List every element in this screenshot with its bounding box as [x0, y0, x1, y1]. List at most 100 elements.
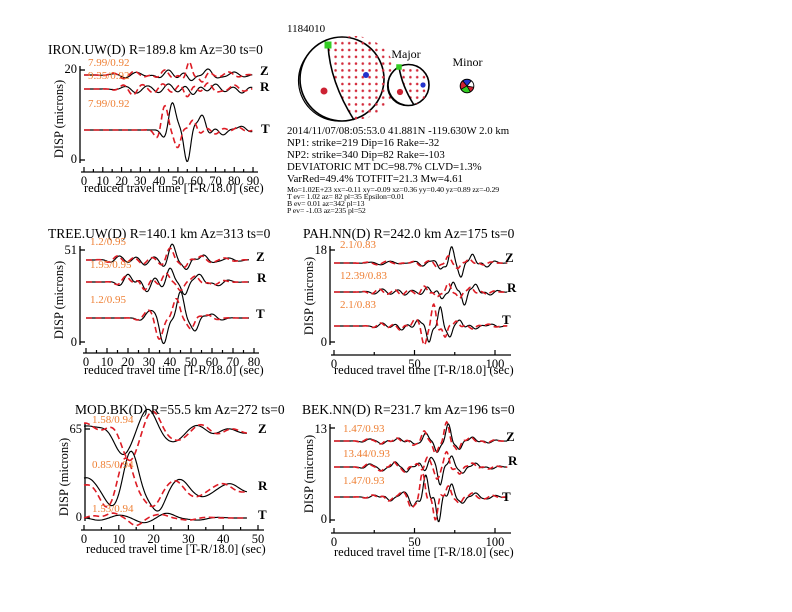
y-tick-min: 0: [70, 335, 77, 349]
x-tick-label-MOD.BK: 30: [182, 532, 195, 546]
t-axis-line: T ev= 1.02 az= 82 pl=35 Epsilon=0.01: [287, 192, 405, 201]
fit-label-z: 2.1/0.83: [340, 239, 377, 251]
minor-beachball-label: Minor: [452, 55, 483, 69]
y-tick-max: 18: [314, 243, 328, 257]
component-letter-r: R: [257, 270, 267, 285]
component-letter-z: Z: [258, 421, 267, 436]
y-tick-max: 13: [314, 422, 328, 436]
waveform-synthetic-IRON.UW-T: [84, 104, 253, 149]
waveform-synthetic-PAH.NN-Z: [334, 255, 508, 270]
x-tick-label-PAH.NN: 100: [486, 357, 505, 371]
waveform-synthetic-TREE.UW-Z: [86, 247, 250, 269]
component-letter-z: Z: [505, 250, 514, 265]
waveform-observed-IRON.UW-T: [84, 102, 253, 163]
x-tick-label-TREE.UW: 70: [227, 355, 240, 369]
x-axis-label: reduced travel time [T-R/18.0] (sec): [86, 542, 266, 556]
fit-label-z: 1.58/0.94: [92, 414, 134, 426]
x-tick-label-IRON.UW: 50: [172, 174, 185, 188]
component-letter-t: T: [502, 489, 511, 504]
x-tick-label-TREE.UW: 20: [122, 355, 135, 369]
waveform-synthetic-MOD.BK-R: [83, 457, 248, 508]
component-letter-t: T: [256, 306, 265, 321]
x-tick-label-MOD.BK: 0: [81, 532, 87, 546]
y-tick-max: 51: [64, 243, 78, 257]
main-beachball-green-square-marker: [324, 41, 332, 49]
np1-line: NP1: strike=219 Dip=16 Rake=-32: [287, 137, 440, 149]
major-beachball-blue-dot-marker: [420, 82, 426, 88]
np2-line: NP2: strike=340 Dip=82 Rake=-103: [287, 149, 445, 161]
x-axis-label: reduced travel time [T-R/18.0] (sec): [334, 545, 514, 559]
waveform-synthetic-IRON.UW-R: [84, 82, 253, 98]
waveform-observed-MOD.BK-R: [83, 450, 248, 512]
deviatoric-line: DEVIATORIC MT DC=98.7% CLVD=1.3%: [287, 161, 482, 173]
y-tick-min: 0: [70, 152, 77, 166]
fit-label-r: 12.39/0.83: [340, 270, 388, 282]
fit-label-t: 1.47/0.93: [343, 475, 385, 487]
y-axis-label: DISP (microns): [51, 260, 66, 340]
plot-title: MOD.BK(D) R=55.5 km Az=272 ts=0: [75, 402, 285, 417]
component-letter-z: Z: [260, 63, 269, 78]
x-tick-label-IRON.UW: 80: [228, 174, 241, 188]
x-tick-label-IRON.UW: 20: [115, 174, 128, 188]
x-tick-label-BEK.NN: 0: [331, 535, 337, 549]
fit-label-r: 0.85/0.94: [92, 459, 134, 471]
waveform-observed-TREE.UW-Z: [86, 243, 249, 270]
x-tick-label-TREE.UW: 30: [143, 355, 156, 369]
fit-label-r: 13.44/0.93: [343, 448, 391, 460]
fit-label-r: 9.35/0.92: [88, 70, 130, 82]
waveform-synthetic-TREE.UW-R: [86, 272, 249, 292]
major-beachball-label: Major: [391, 47, 421, 61]
varred-line: VarRed=49.4% TOTFIT=21.3 Mw=4.61: [287, 173, 463, 185]
waveform-synthetic-PAH.NN-T: [334, 302, 508, 347]
major-beachball-compressional-quadrant: [399, 64, 429, 105]
component-letter-r: R: [507, 280, 517, 295]
fit-label-t: 2.1/0.83: [340, 299, 377, 311]
major-beachball-green-square-marker: [396, 64, 402, 70]
plot-title: PAH.NN(D) R=242.0 km Az=175 ts=0: [303, 226, 515, 241]
fit-label-r: 1.95/0.95: [90, 259, 132, 271]
x-axis-label: reduced travel time [T-R/18.0] (sec): [334, 363, 514, 377]
y-axis-label: DISP (microns): [51, 79, 66, 159]
major-beachball-red-dot-marker: [396, 88, 404, 96]
component-letter-t: T: [502, 312, 511, 327]
x-tick-label-MOD.BK: 20: [147, 532, 160, 546]
y-axis-label: DISP (microns): [56, 437, 71, 517]
moment-tensor-line: Mo=1.02E+23 xx=-0.11 xy=-0.09 xz=0.36 yy…: [287, 185, 500, 194]
x-tick-label-MOD.BK: 50: [252, 532, 265, 546]
component-letter-r: R: [508, 453, 518, 468]
x-tick-label-TREE.UW: 60: [206, 355, 219, 369]
x-tick-label-IRON.UW: 10: [97, 174, 110, 188]
waveform-synthetic-IRON.UW-Z: [84, 60, 253, 83]
waveform-synthetic-MOD.BK-Z: [83, 410, 248, 462]
y-tick-min: 0: [75, 510, 82, 524]
waveform-synthetic-BEK.NN-R: [334, 450, 508, 480]
plot-title: BEK.NN(D) R=231.7 km Az=196 ts=0: [302, 402, 515, 417]
x-tick-label-BEK.NN: 50: [408, 535, 421, 549]
x-tick-label-IRON.UW: 90: [247, 174, 260, 188]
fit-label-t: 1.53/0.94: [92, 503, 134, 515]
x-tick-label-TREE.UW: 50: [185, 355, 198, 369]
y-tick-max: 65: [69, 422, 83, 436]
component-letter-r: R: [260, 79, 270, 94]
x-axis-label: reduced travel time [T-R/18.0] (sec): [84, 363, 264, 377]
x-tick-label-PAH.NN: 0: [331, 357, 337, 371]
fit-label-t: 7.99/0.92: [88, 98, 130, 110]
waveform-observed-TREE.UW-T: [86, 291, 249, 345]
main-beachball-compressional-quadrant: [328, 36, 396, 120]
waveform-observed-PAH.NN-T: [334, 305, 508, 343]
plot-title: IRON.UW(D) R=189.8 km Az=30 ts=0: [48, 42, 263, 57]
x-tick-label-IRON.UW: 60: [190, 174, 203, 188]
component-letter-r: R: [258, 478, 268, 493]
p-axis-line: P ev= -1.03 az=235 pl=52: [287, 206, 366, 215]
x-tick-label-IRON.UW: 70: [209, 174, 222, 188]
x-tick-label-PAH.NN: 50: [408, 357, 421, 371]
y-axis-label: DISP (microns): [301, 434, 316, 514]
fit-label-z: 1.47/0.93: [343, 423, 385, 435]
fit-label-z: 7.99/0.92: [88, 57, 130, 69]
x-tick-label-IRON.UW: 30: [134, 174, 147, 188]
fit-label-z: 1.2/0.95: [90, 236, 127, 248]
component-letter-z: Z: [506, 429, 515, 444]
b-axis-line: B ev= 0.01 az=342 pl=13: [287, 199, 365, 208]
